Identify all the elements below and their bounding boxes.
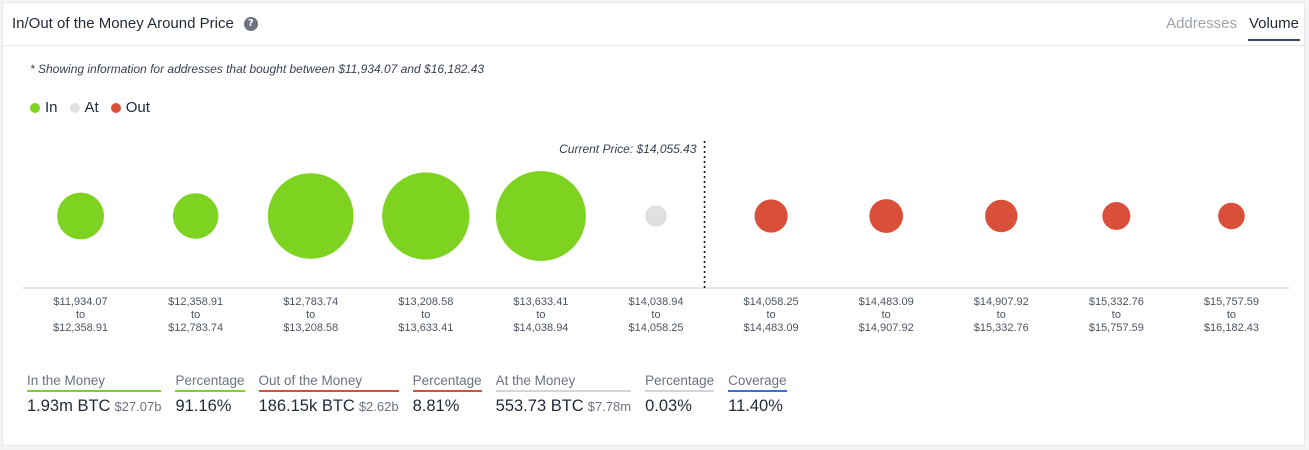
stat-coverage: Coverage 11.40% — [728, 373, 787, 416]
tick-label-upper: $14,058.25 — [628, 322, 683, 334]
bubble-at[interactable] — [645, 205, 667, 227]
bubble-in[interactable] — [57, 192, 104, 240]
legend-item-out[interactable]: Out — [110, 99, 150, 116]
tick-label-from: $12,358.91 — [168, 296, 223, 308]
header-divider — [3, 45, 1304, 46]
tick-label-upper: $12,783.74 — [168, 322, 223, 334]
bubble-out[interactable] — [1218, 202, 1245, 230]
legend-item-at[interactable]: At — [69, 99, 99, 116]
stat-label[interactable]: In the Money — [27, 373, 162, 392]
stat-value: 553.73 BTC $7.78m — [496, 397, 631, 416]
tick-label-to: to — [536, 309, 545, 321]
stat-label[interactable]: Percentage — [412, 373, 482, 392]
stat-value: 1.93m BTC $27.07b — [27, 397, 161, 416]
stat-value: 11.40% — [728, 397, 783, 415]
legend-label-out: Out — [125, 99, 150, 116]
tab-volume[interactable]: Volume — [1247, 15, 1300, 41]
tick-label-from: $11,934.07 — [53, 296, 107, 308]
bubble-out[interactable] — [869, 199, 904, 233]
bubble-out[interactable] — [754, 199, 788, 233]
stat-value-main: 1.93m BTC — [27, 397, 111, 415]
tick-label-from: $14,907.92 — [974, 296, 1029, 308]
stat-value-main: 186.15k BTC — [258, 397, 355, 415]
tick-label-to: to — [997, 309, 1006, 321]
current-price-label: Current Price: $14,055.43 — [559, 142, 697, 156]
tick-label-to: to — [766, 309, 775, 321]
tick-label-to: to — [306, 309, 315, 321]
tick-label-from: $15,757.59 — [1204, 296, 1259, 308]
tick-label-upper: $15,332.76 — [974, 322, 1029, 334]
stat-value: 186.15k BTC $2.62b — [259, 397, 399, 416]
tick-label-upper: $14,483.09 — [744, 322, 799, 334]
in-dot-icon — [30, 102, 40, 113]
stat-value-usd: $27.07b — [114, 399, 162, 414]
tick-label-upper: $13,633.41 — [398, 322, 453, 334]
stat-in-percentage: Percentage 91.16% — [175, 373, 245, 416]
stat-value-usd: $2.62b — [358, 399, 399, 414]
tick-label-upper: $14,907.92 — [859, 322, 914, 334]
stat-label[interactable]: Percentage — [645, 373, 715, 392]
tick-label-from: $13,633.41 — [513, 296, 568, 308]
tick-label-from: $15,332.76 — [1089, 296, 1144, 308]
bubble-chart: $11,934.07to$12,358.91$12,358.91to$12,78… — [23, 141, 1289, 334]
legend-item-in[interactable]: In — [30, 99, 58, 116]
tick-label-from: $14,058.25 — [744, 296, 799, 308]
stat-label[interactable]: Percentage — [175, 373, 245, 392]
stat-label[interactable]: At the Money — [495, 373, 632, 392]
tick-label-to: to — [651, 309, 660, 321]
tick-label-upper: $15,757.59 — [1089, 322, 1144, 334]
stat-label[interactable]: Coverage — [728, 373, 787, 392]
stat-at-the-money: At the Money 553.73 BTC $7.78m — [495, 373, 632, 416]
bubble-in[interactable] — [172, 193, 219, 239]
tick-label-to: to — [191, 309, 200, 321]
chart-legend: In At Out — [30, 99, 150, 116]
tick-label-to: to — [882, 309, 891, 321]
stat-out-percentage: Percentage 8.81% — [412, 373, 482, 416]
tick-label-from: $14,483.09 — [859, 296, 914, 308]
tick-label-to: to — [76, 309, 85, 321]
bubble-in[interactable] — [267, 173, 354, 259]
bubble-out[interactable] — [1102, 202, 1131, 230]
stat-value-usd: $7.78m — [587, 399, 632, 414]
tick-label-upper: $14,038.94 — [513, 322, 568, 334]
stat-at-percentage: Percentage 0.03% — [645, 373, 715, 416]
help-icon[interactable]: ? — [243, 16, 258, 31]
widget-title: In/Out of the Money Around Price ? — [12, 15, 258, 32]
at-dot-icon — [69, 102, 80, 113]
bubble-out[interactable] — [985, 199, 1018, 233]
stat-value: 8.81% — [412, 397, 460, 415]
stat-in-the-money: In the Money 1.93m BTC $27.07b — [27, 373, 162, 416]
widget-title-text: In/Out of the Money Around Price — [12, 15, 234, 32]
summary-stats: In the Money 1.93m BTC $27.07b Percentage… — [27, 373, 787, 416]
tick-label-from: $12,783.74 — [283, 296, 338, 308]
bubble-in[interactable] — [495, 171, 586, 261]
bubble-in[interactable] — [382, 172, 470, 260]
tick-label-from: $14,038.94 — [628, 296, 683, 308]
legend-label-in: In — [45, 99, 58, 116]
stat-value: 91.16% — [175, 397, 232, 415]
stat-value: 0.03% — [645, 397, 692, 415]
out-dot-icon — [110, 102, 121, 113]
tick-label-to: to — [1112, 309, 1121, 321]
tick-label-upper: $16,182.43 — [1204, 322, 1259, 334]
tab-addresses[interactable]: Addresses — [1166, 15, 1237, 32]
stat-value-main: 553.73 BTC — [495, 397, 584, 415]
stat-out-of-the-money: Out of the Money 186.15k BTC $2.62b — [258, 373, 399, 416]
tick-label-from: $13,208.58 — [398, 296, 453, 308]
tick-label-to: to — [421, 309, 430, 321]
view-tabs: Addresses Volume — [1165, 15, 1300, 41]
tick-label-upper: $12,358.91 — [53, 322, 108, 334]
tick-label-upper: $13,208.58 — [283, 322, 338, 334]
stat-label[interactable]: Out of the Money — [258, 373, 399, 392]
tick-label-to: to — [1227, 309, 1236, 321]
legend-label-at: At — [84, 99, 99, 116]
range-note: * Showing information for addresses that… — [30, 62, 485, 76]
